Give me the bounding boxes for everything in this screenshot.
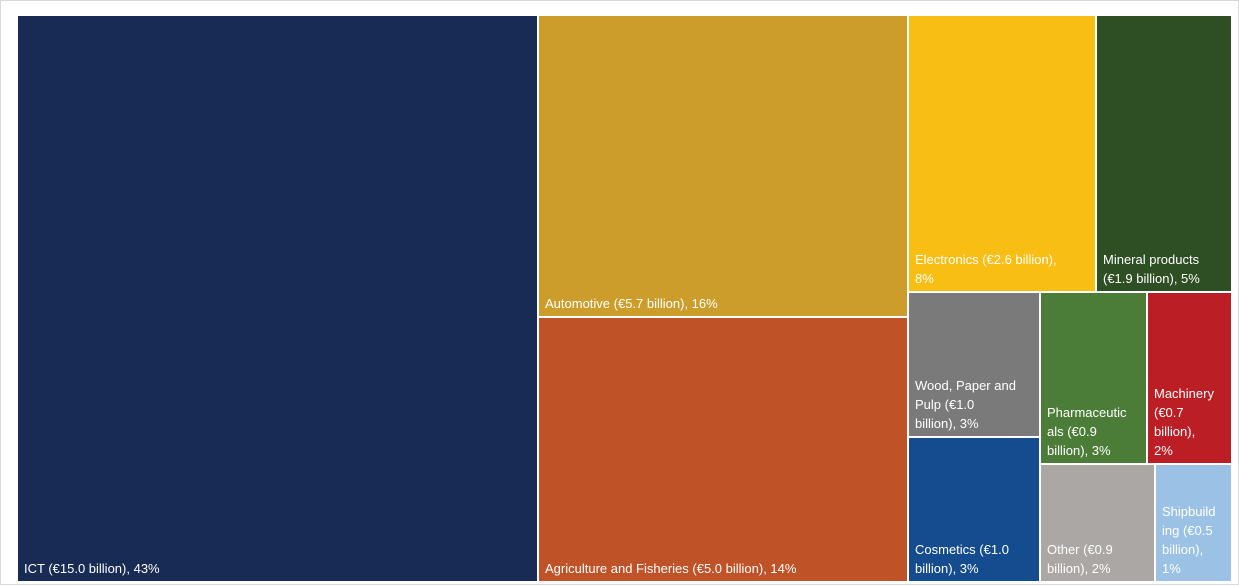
tile-rect-mineral-products	[1095, 14, 1233, 293]
tile-label-automotive: Automotive (€5.7 billion), 16%	[545, 296, 718, 311]
tile-label-pharmaceuticals: Pharmaceutic	[1047, 405, 1127, 420]
tile-label-cosmetics: Cosmetics (€1.0	[915, 542, 1009, 557]
tile-label-agriculture-and-fisheries: Agriculture and Fisheries (€5.0 billion)…	[545, 561, 797, 576]
tile-label-other: Other (€0.9	[1047, 542, 1113, 557]
tile-label-shipbuilding: Shipbuild	[1162, 504, 1216, 519]
tile-label-shipbuilding: ing (€0.5	[1162, 523, 1213, 538]
tile-other: Other (€0.9 billion), 2%	[1039, 463, 1156, 583]
tile-rect-pharmaceuticals	[1039, 291, 1148, 465]
tile-rect-wood-paper-and-pulp	[907, 291, 1041, 438]
tile-label-other: billion), 2%	[1047, 561, 1111, 576]
tile-mineral-products: Mineral products (€1.9 billion), 5%	[1095, 14, 1233, 293]
tile-ict: ICT (€15.0 billion), 43%	[16, 14, 539, 583]
tile-rect-electronics	[907, 14, 1097, 293]
tile-cosmetics: Cosmetics (€1.0 billion), 3%	[907, 436, 1041, 583]
tile-label-ict: ICT (€15.0 billion), 43%	[24, 561, 160, 576]
tile-rect-agriculture-and-fisheries	[537, 316, 909, 583]
tile-rect-automotive	[537, 14, 909, 318]
tile-agriculture-and-fisheries: Agriculture and Fisheries (€5.0 billion)…	[537, 316, 909, 583]
tile-rect-cosmetics	[907, 436, 1041, 583]
tile-label-machinery: billion),	[1154, 424, 1195, 439]
tile-machinery: Machinery (€0.7 billion), 2%	[1146, 291, 1233, 465]
tile-rect-shipbuilding	[1154, 463, 1233, 583]
tile-label-electronics: 8%	[915, 271, 934, 286]
tile-electronics: Electronics (€2.6 billion), 8%	[907, 14, 1097, 293]
tile-wood-paper-and-pulp: Wood, Paper and Pulp (€1.0 billion), 3%	[907, 291, 1041, 438]
tile-shipbuilding: Shipbuild ing (€0.5 billion), 1%	[1154, 463, 1233, 583]
tile-label-shipbuilding: billion),	[1162, 542, 1203, 557]
tile-label-mineral-products: (€1.9 billion), 5%	[1103, 271, 1200, 286]
tile-rect-machinery	[1146, 291, 1233, 465]
tile-label-electronics: Electronics (€2.6 billion),	[915, 252, 1057, 267]
tile-label-machinery: Machinery	[1154, 386, 1214, 401]
tile-automotive: Automotive (€5.7 billion), 16%	[537, 14, 909, 318]
tile-label-cosmetics: billion), 3%	[915, 561, 979, 576]
tile-label-wood-paper-and-pulp: Pulp (€1.0	[915, 397, 974, 412]
tile-label-pharmaceuticals: als (€0.9	[1047, 424, 1097, 439]
tile-rect-ict	[16, 14, 539, 583]
tile-label-shipbuilding: 1%	[1162, 561, 1181, 576]
tile-label-wood-paper-and-pulp: Wood, Paper and	[915, 378, 1016, 393]
tile-label-pharmaceuticals: billion), 3%	[1047, 443, 1111, 458]
tile-rect-other	[1039, 463, 1156, 583]
tile-label-machinery: 2%	[1154, 443, 1173, 458]
tile-label-wood-paper-and-pulp: billion), 3%	[915, 416, 979, 431]
tile-label-mineral-products: Mineral products	[1103, 252, 1200, 267]
tile-label-machinery: (€0.7	[1154, 405, 1184, 420]
tile-pharmaceuticals: Pharmaceutic als (€0.9 billion), 3%	[1039, 291, 1148, 465]
